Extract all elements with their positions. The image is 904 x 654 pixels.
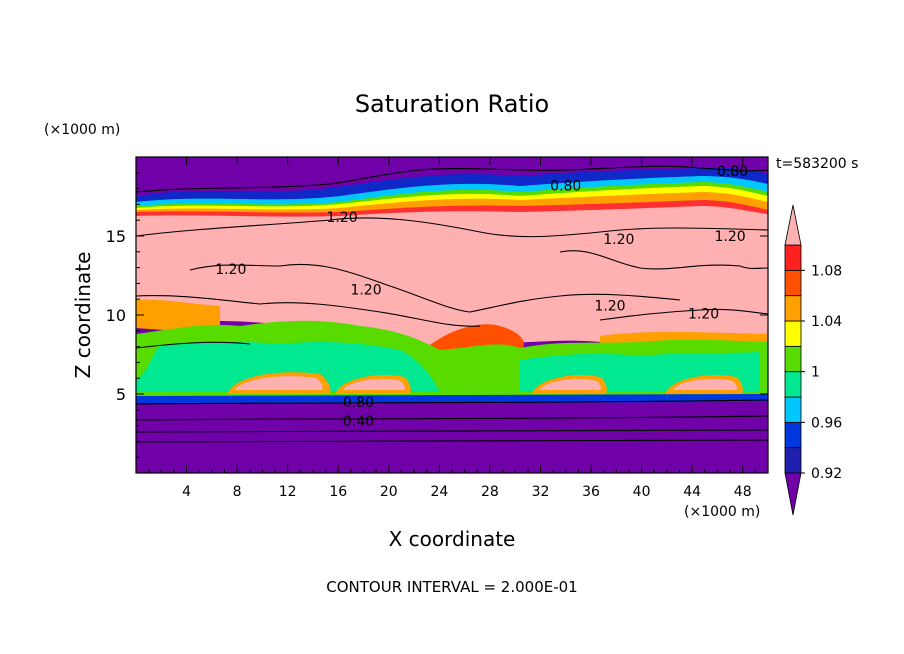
colorbar-tick-label: 0.96 bbox=[811, 415, 842, 431]
colorbar-over-triangle bbox=[784, 204, 802, 246]
colorbar-swatch bbox=[784, 269, 802, 297]
colorbar-swatch bbox=[784, 396, 802, 423]
x-tick-label: 28 bbox=[481, 484, 499, 500]
contour-label: 1.20 bbox=[350, 283, 381, 299]
x-tick-label: 4 bbox=[182, 484, 191, 500]
colorbar-under-triangle bbox=[784, 472, 802, 516]
colorbar-swatch bbox=[784, 447, 802, 474]
colorbar-swatch bbox=[784, 345, 802, 373]
colorbar-swatch bbox=[784, 295, 802, 322]
contour-label: 0.80 bbox=[343, 395, 374, 411]
x-tick-label: 24 bbox=[430, 484, 448, 500]
x-tick-label: 12 bbox=[279, 484, 297, 500]
x-unit-label: (×1000 m) bbox=[684, 504, 760, 520]
x-axis-ticks: 4 8 12 16 20 24 28 32 36 40 44 48 bbox=[148, 157, 756, 500]
y-axis-ticks: 5 10 15 bbox=[106, 172, 768, 458]
x-axis-label: X coordinate bbox=[389, 527, 516, 551]
colorbar-swatch bbox=[784, 244, 802, 271]
contour-labels: 0.80 0.80 1.20 1.20 1.20 1.20 1.20 1.20 1.20 0.80… bbox=[215, 164, 748, 430]
colorbar-tick-label: 1.08 bbox=[811, 263, 842, 279]
y-tick-label: 5 bbox=[116, 385, 126, 404]
contour-label: 1.20 bbox=[215, 262, 246, 278]
contour-interval-footer: CONTOUR INTERVAL = 2.000E-01 bbox=[326, 578, 577, 596]
x-tick-label: 40 bbox=[633, 484, 651, 500]
colorbar-tick-label: 1 bbox=[811, 365, 820, 381]
contour-label: 1.20 bbox=[714, 229, 745, 245]
contour-label: 0.80 bbox=[550, 178, 581, 194]
colorbar-swatch bbox=[784, 371, 802, 398]
cloud-base-pockets bbox=[228, 372, 743, 394]
supersaturated-body bbox=[136, 206, 768, 354]
colorbar-swatch bbox=[784, 421, 802, 449]
chart-title: Saturation Ratio bbox=[355, 90, 549, 118]
contour-label: 1.20 bbox=[326, 210, 357, 226]
colorbar: 0.92 0.96 1 1.04 1.08 bbox=[784, 204, 842, 516]
colorbar-tick-label: 1.04 bbox=[811, 314, 842, 330]
contour-label: 0.40 bbox=[343, 414, 374, 430]
colorbar-tick-label: 0.92 bbox=[811, 466, 842, 482]
colorbar-swatch bbox=[784, 320, 802, 347]
contour-label: 0.80 bbox=[717, 164, 748, 180]
y-tick-label: 15 bbox=[106, 227, 126, 246]
x-tick-label: 32 bbox=[532, 484, 550, 500]
x-tick-label: 20 bbox=[380, 484, 398, 500]
y-unit-label: (×1000 m) bbox=[44, 122, 120, 138]
saturation-field bbox=[136, 157, 768, 473]
contour-label: 1.20 bbox=[603, 232, 634, 248]
contour-label: 1.20 bbox=[594, 299, 625, 315]
contour-label: 1.20 bbox=[688, 306, 719, 322]
patch-orange-left bbox=[136, 299, 220, 331]
x-tick-label: 8 bbox=[233, 484, 242, 500]
time-label: t=583200 s bbox=[776, 156, 858, 172]
y-tick-label: 10 bbox=[106, 306, 126, 325]
x-tick-label: 48 bbox=[734, 484, 752, 500]
x-tick-label: 16 bbox=[329, 484, 347, 500]
x-tick-label: 44 bbox=[683, 484, 701, 500]
x-tick-label: 36 bbox=[582, 484, 600, 500]
y-axis-label: Z coordinate bbox=[71, 252, 95, 379]
